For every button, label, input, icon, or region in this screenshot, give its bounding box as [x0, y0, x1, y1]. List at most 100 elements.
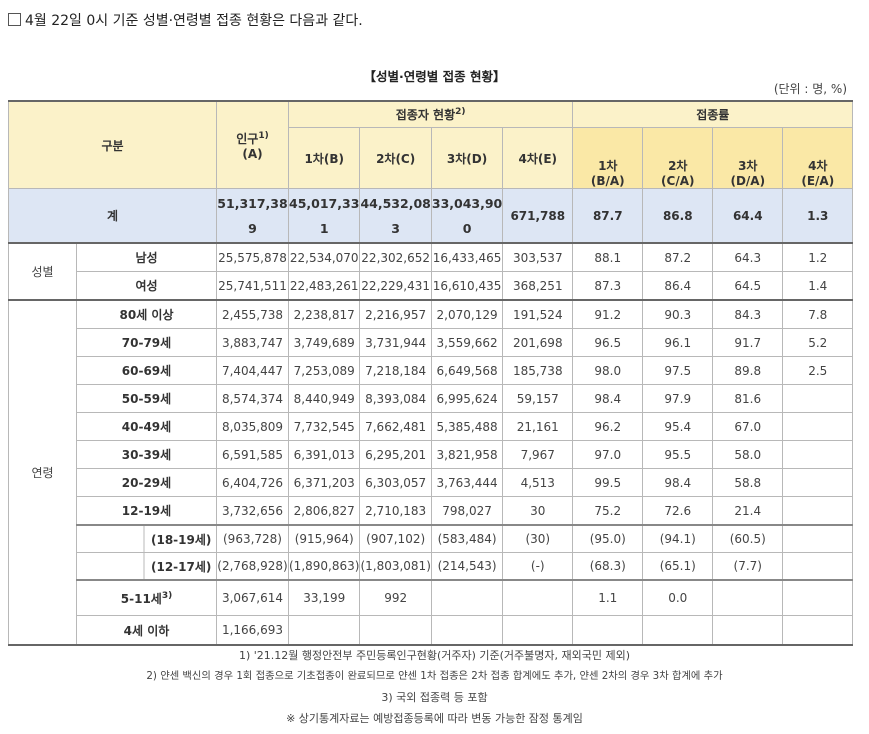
total-first: 45,017,33 1	[287, 188, 361, 244]
cell: (907,102)	[359, 524, 432, 553]
cell: 33,199	[287, 579, 361, 616]
cell: 91.7	[712, 328, 784, 357]
age-row: 50-59세 8,574,374 8,440,949 8,393,084 6,995,6…	[9, 384, 854, 413]
cell: 992	[359, 579, 432, 616]
cell: 81.6	[712, 384, 784, 413]
header-rate-1st-top: 1차	[598, 159, 618, 173]
cell: 368,251	[502, 271, 574, 301]
header-row-1: 구분 인구1) (A) 접종자 현황2) 접종률	[8, 100, 854, 189]
cell: 59,157	[502, 384, 574, 413]
cell: 6,995,624	[430, 384, 504, 413]
row-label-text: 20-29세	[121, 476, 172, 490]
cell: (214,543)	[430, 552, 504, 581]
age-row-under-4: 4세 이하 1,166,693	[9, 615, 854, 646]
cell	[430, 615, 504, 646]
table-title: 【성별·연령별 접종 현황】	[363, 69, 506, 84]
cell	[359, 615, 432, 646]
cell: 185,738	[502, 356, 574, 385]
cell: 25,575,878	[216, 242, 289, 272]
cell: 67.0	[712, 412, 784, 441]
cell: 3,732,656	[216, 496, 289, 526]
header-rate-group: 접종률	[572, 100, 854, 128]
header-rate-3rd: 3차 (D/A)	[712, 127, 784, 189]
header-rate-4th-bottom: (E/A)	[801, 174, 835, 188]
row-label-sup: 3)	[161, 590, 173, 601]
total-fourth: 671,788	[502, 188, 574, 244]
header-population-sup: 1)	[258, 130, 269, 141]
cell: 91.2	[572, 299, 644, 329]
footnote-3: 3) 국외 접종력 등 포함	[381, 691, 488, 704]
cell: 22,302,652	[359, 242, 432, 272]
header-rate-2nd-bottom: (C/A)	[661, 174, 695, 188]
age-sub-row: (12-17세) (2,768,928) (1,890,863) (1,803,081…	[9, 552, 854, 581]
age-row: 60-69세 7,404,447 7,253,089 7,218,184 6,649,5…	[9, 356, 854, 385]
cell	[782, 524, 854, 553]
row-label: 12-19세	[76, 496, 217, 526]
total-label: 계	[8, 188, 217, 244]
row-label-text: 50-59세	[121, 392, 172, 406]
cell: 3,559,662	[430, 328, 504, 357]
total-third-b: 0	[462, 220, 472, 236]
cell: 3,067,614	[216, 579, 289, 616]
cell: (95.0)	[572, 524, 644, 553]
footnote-2: 2) 얀센 백신의 경우 1회 접종으로 기초접종이 완료되므로 얀센 1차 접…	[146, 670, 723, 682]
cell: (963,728)	[216, 524, 289, 553]
cell: 75.2	[572, 496, 644, 526]
cell: 58.0	[712, 440, 784, 469]
cell	[782, 468, 854, 497]
cell	[782, 615, 854, 646]
cell: 98.0	[572, 356, 644, 385]
age-row: 12-19세 3,732,656 2,806,827 2,710,183 798,027…	[9, 496, 854, 526]
header-row-2: 1차(B) 2차(C) 3차(D) 4차(E) 1차 (B/A) 2차 (C/A) …	[9, 127, 854, 189]
header-status-sup: 2)	[455, 107, 466, 117]
row-label: 4세 이하	[76, 615, 217, 646]
cell: 96.1	[642, 328, 714, 357]
cell: 58.8	[712, 468, 784, 497]
header-rate-4th-top: 4차	[808, 159, 828, 173]
header-population-label: 인구	[236, 131, 259, 146]
cell: 7.8	[782, 299, 854, 329]
total-rate-2nd: 86.8	[642, 188, 714, 244]
cell: 2,455,738	[216, 299, 289, 329]
cell: (94.1)	[642, 524, 714, 553]
total-third-a: 33,043,90	[431, 195, 503, 211]
row-label: (12-17세)	[76, 552, 217, 581]
cell	[782, 384, 854, 413]
cell: 22,483,261	[287, 271, 361, 301]
row-label: 80세 이상	[76, 299, 217, 329]
cell: 6,391,013	[287, 440, 361, 469]
cell: 97.5	[642, 356, 714, 385]
footnote-1: 1) '21.12월 행정안전부 주민등록인구현황(거주자) 기준(거주불명자,…	[238, 649, 631, 662]
total-row: 계 51,317,38 9 45,017,33 1 44,532,08 3 33,04…	[8, 188, 854, 244]
footnotes: 1) '21.12월 행정안전부 주민등록인구현황(거주자) 기준(거주불명자,…	[0, 645, 869, 729]
age-group-label: 연령	[8, 299, 77, 646]
cell: 2.5	[782, 356, 854, 385]
row-label: 50-59세	[76, 384, 217, 413]
cell: 99.5	[572, 468, 644, 497]
cell: (7.7)	[712, 552, 784, 581]
cell: 6,371,203	[287, 468, 361, 497]
header-col-2nd: 2차(C)	[359, 127, 432, 189]
footnote-4: ※ 상기통계자료는 예방접종등록에 따라 변동 가능한 잠정 통계임	[286, 712, 583, 725]
cell: 7,732,545	[287, 412, 361, 441]
gender-group-label: 성별	[8, 242, 77, 301]
header-rate-3rd-bottom: (D/A)	[730, 174, 766, 188]
cell	[712, 615, 784, 646]
cell: (915,964)	[287, 524, 361, 553]
gender-row-male: 성별 남성 25,575,878 22,534,070 22,302,652 1…	[8, 242, 854, 301]
total-rate-4th: 1.3	[782, 188, 854, 244]
cell: 72.6	[642, 496, 714, 526]
checkbox-square-icon	[8, 13, 21, 26]
cell	[782, 412, 854, 441]
cell: 6,295,201	[359, 440, 432, 469]
cell: 3,731,944	[359, 328, 432, 357]
cell: 5,385,488	[430, 412, 504, 441]
cell	[502, 615, 574, 646]
row-label-text: (18-19세)	[151, 532, 212, 547]
row-label-text: 4세 이하	[123, 623, 170, 638]
row-label: 20-29세	[76, 468, 217, 497]
cell: 0.0	[642, 579, 714, 616]
row-label: 남성	[76, 242, 217, 272]
cell: (1,803,081)	[359, 552, 432, 581]
cell: 87.3	[572, 271, 644, 301]
